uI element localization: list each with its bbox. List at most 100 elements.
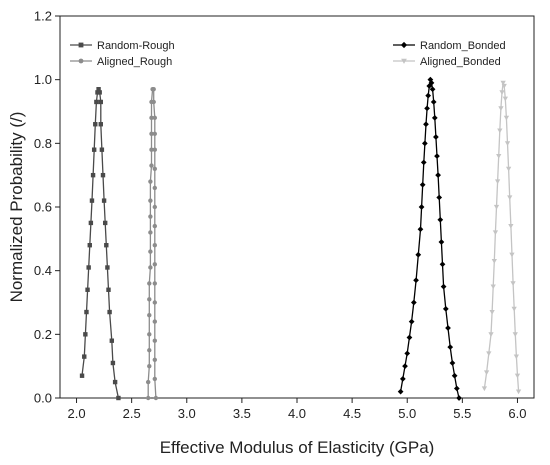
data-point <box>104 243 109 248</box>
data-point <box>85 287 90 292</box>
data-point <box>148 214 153 219</box>
data-point <box>515 389 522 395</box>
data-point <box>417 226 424 233</box>
data-point <box>496 153 502 159</box>
legend-label: Random-Rough <box>97 40 175 52</box>
x-tick-label: 4.0 <box>288 406 306 421</box>
data-point <box>110 360 116 366</box>
y-tick-label: 0.6 <box>34 200 52 215</box>
data-point <box>490 284 496 290</box>
y-tick-label: 0.4 <box>34 263 52 278</box>
data-point <box>430 99 437 105</box>
data-point <box>98 122 103 127</box>
data-point <box>149 115 154 121</box>
data-point <box>433 134 439 140</box>
data-point <box>148 179 153 184</box>
data-point <box>489 309 495 315</box>
data-point <box>90 172 96 178</box>
data-point <box>145 379 151 385</box>
series-random-rough <box>79 87 121 401</box>
axes: 2.0 2.5 3.0 3.5 4.0 4.5 5.0 5.5 6.0 0.0 0.2 0.4 0.6 0… <box>34 9 527 422</box>
data-point <box>101 198 107 203</box>
data-point <box>152 204 157 210</box>
data-point <box>99 147 105 152</box>
data-point <box>509 252 515 258</box>
data-point <box>435 172 441 179</box>
data-point <box>483 370 490 376</box>
data-point <box>413 277 419 284</box>
x-tick-label: 5.0 <box>398 406 416 421</box>
data-point <box>91 147 97 152</box>
data-point <box>511 306 517 312</box>
data-point <box>429 86 436 93</box>
data-point <box>147 348 152 353</box>
data-point <box>425 92 432 99</box>
data-point <box>112 379 118 385</box>
y-tick-label: 1.0 <box>34 72 52 87</box>
legend-marker <box>400 41 408 49</box>
data-point <box>83 332 88 337</box>
data-point <box>87 243 92 248</box>
data-point <box>148 198 153 203</box>
series-line <box>147 88 157 399</box>
data-point <box>456 395 462 401</box>
data-point <box>437 216 444 223</box>
data-point <box>410 299 417 306</box>
data-point <box>100 172 106 178</box>
data-point <box>96 87 101 92</box>
series-layer <box>79 76 522 401</box>
data-point <box>436 194 443 201</box>
data-point <box>499 90 505 96</box>
data-point <box>109 338 115 343</box>
data-point <box>82 354 87 359</box>
data-point <box>510 281 516 287</box>
x-tick-label: 2.0 <box>67 406 85 421</box>
data-point <box>507 195 513 201</box>
data-point <box>428 79 435 86</box>
data-point <box>513 354 520 360</box>
data-point <box>147 313 152 318</box>
data-point <box>451 372 458 379</box>
data-point <box>147 297 152 302</box>
data-point <box>97 90 102 95</box>
data-point <box>415 251 422 258</box>
data-point <box>406 334 413 341</box>
y-tick-label: 0.0 <box>34 391 52 406</box>
data-point <box>149 163 154 168</box>
series-aligned-bonded <box>481 80 522 395</box>
data-point <box>147 363 152 369</box>
data-point <box>491 259 497 264</box>
y-tick-label: 1.2 <box>34 9 52 24</box>
data-point <box>148 265 153 270</box>
data-point <box>493 204 500 210</box>
data-point <box>424 105 430 112</box>
series-aligned-rough <box>145 87 159 401</box>
y-axis-title: Normalized Probability (/) <box>7 112 26 303</box>
data-point <box>152 115 157 121</box>
data-point <box>93 122 98 127</box>
data-point <box>488 332 494 337</box>
data-point <box>418 204 425 210</box>
legend-left: Random-Rough Aligned_Rough <box>70 40 175 68</box>
x-tick-label: 5.5 <box>453 406 471 421</box>
data-point <box>514 373 521 379</box>
data-point <box>79 373 85 378</box>
data-point <box>431 115 438 121</box>
data-point <box>508 223 514 229</box>
data-point <box>422 140 428 147</box>
legend-label: Aligned_Bonded <box>420 56 501 68</box>
data-point <box>95 90 100 95</box>
data-point <box>423 121 429 128</box>
data-point <box>145 395 151 401</box>
data-point <box>502 96 508 102</box>
data-point <box>116 395 121 401</box>
x-tick-label: 4.5 <box>343 406 361 421</box>
plot-area <box>59 15 535 399</box>
data-point <box>486 351 492 357</box>
legend-label: Aligned_Rough <box>97 56 172 68</box>
data-point <box>404 350 411 357</box>
data-point <box>500 80 506 86</box>
data-point <box>449 360 456 366</box>
data-point <box>84 309 89 315</box>
data-point <box>494 179 501 185</box>
